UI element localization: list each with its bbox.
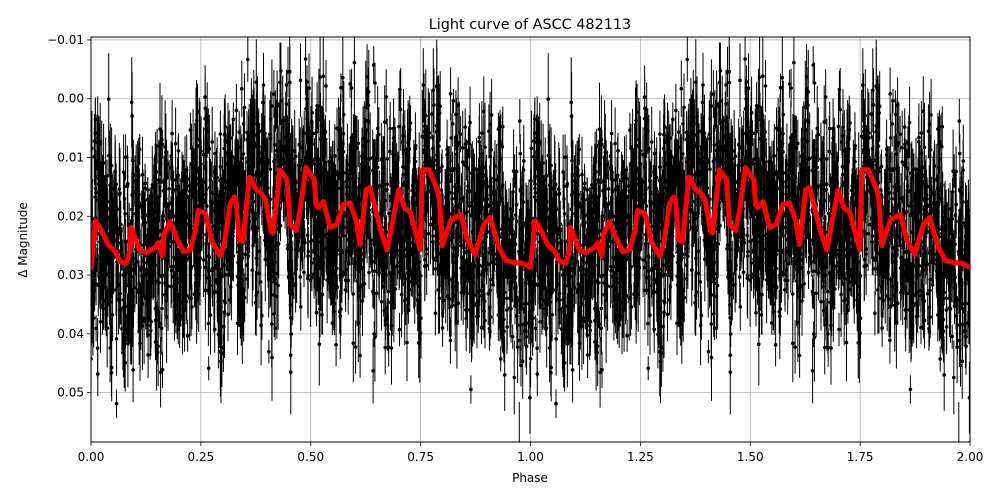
x-tick-label: 1.00 <box>517 450 544 464</box>
model-curve <box>91 165 970 270</box>
y-tick-label: 0.00 <box>57 92 84 106</box>
y-axis-label: Δ Magnitude <box>16 202 30 278</box>
x-tick-label: 1.75 <box>847 450 874 464</box>
y-tick-label: 0.02 <box>57 209 84 223</box>
y-tick-label: 0.03 <box>57 268 84 282</box>
x-axis-label: Phase <box>512 471 548 485</box>
x-tick-label: 1.25 <box>627 450 654 464</box>
x-tick-label: 0.00 <box>78 450 105 464</box>
x-axis-ticks: 0.00 0.25 0.50 0.75 1.00 1.25 1.50 1.75 2.00 <box>78 442 984 464</box>
x-tick-label: 0.75 <box>407 450 434 464</box>
y-axis-ticks: −0.01 0.00 0.01 0.02 0.03 0.04 0.05 <box>47 33 91 400</box>
x-tick-label: 0.50 <box>297 450 324 464</box>
x-tick-label: 2.00 <box>957 450 984 464</box>
y-tick-label: 0.05 <box>57 386 84 400</box>
x-tick-label: 1.50 <box>737 450 764 464</box>
chart-title: Light curve of ASCC 482113 <box>429 17 631 33</box>
y-tick-label: 0.04 <box>57 327 84 341</box>
y-tick-label: −0.01 <box>47 33 84 47</box>
y-tick-label: 0.01 <box>57 151 84 165</box>
x-tick-label: 0.25 <box>188 450 215 464</box>
